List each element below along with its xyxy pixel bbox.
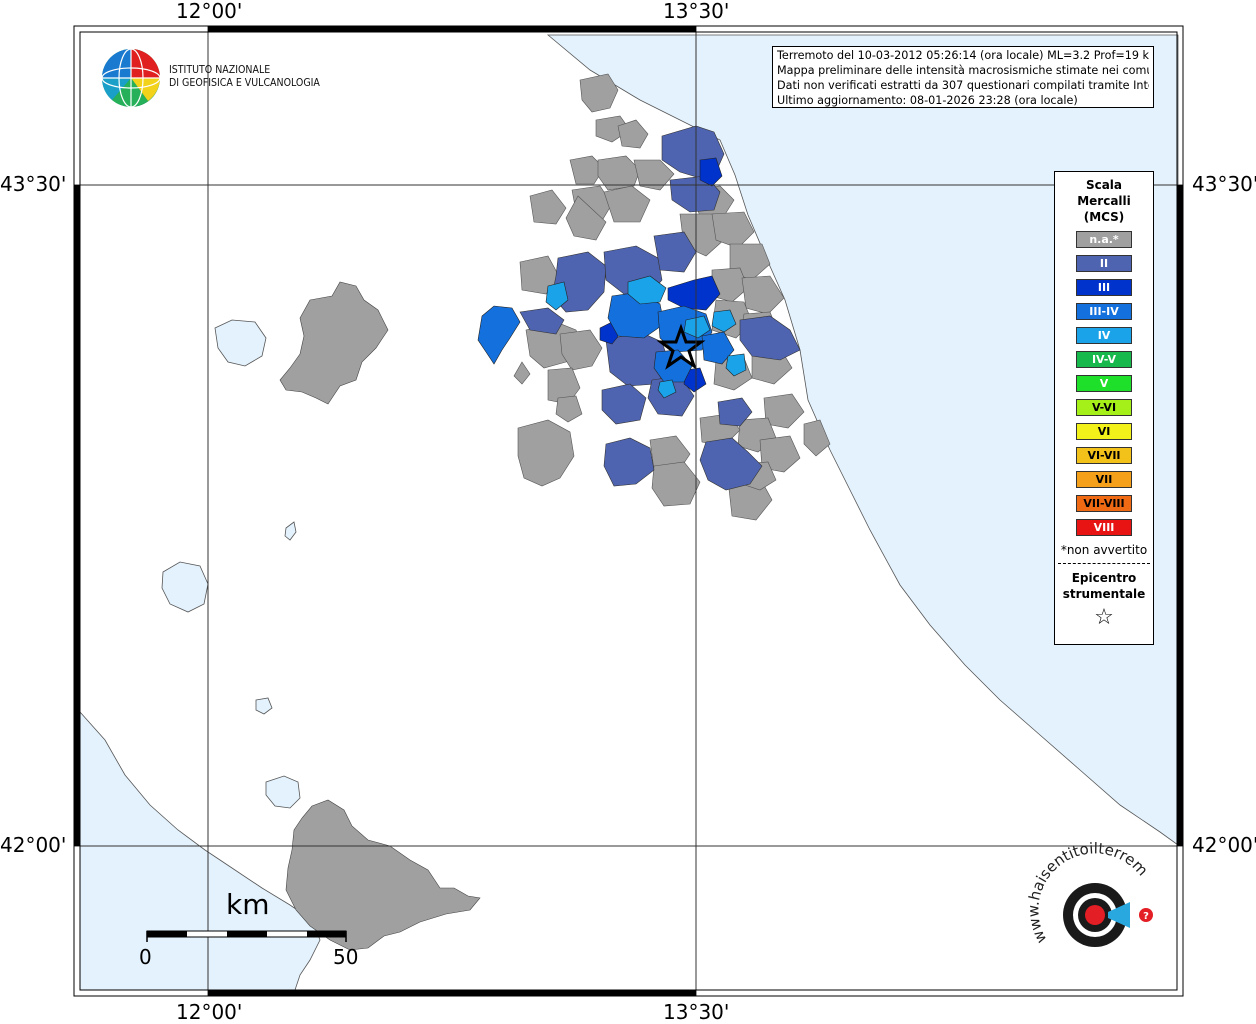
legend-title-line-2: Mercalli: [1077, 194, 1131, 208]
municipalities-iii: [599, 157, 723, 393]
scale-min-label: 0: [139, 945, 152, 969]
legend-swatch-8: VI: [1076, 423, 1132, 440]
legend-swatch-6: V: [1076, 375, 1132, 392]
legend-epicenter-line-1: Epicentro: [1071, 571, 1137, 585]
region-rome-na: [285, 799, 481, 951]
lat-right-label-2: 42°00': [1192, 833, 1256, 857]
legend-swatch-9: VI-VII: [1076, 447, 1132, 464]
lat-left-label-1: 43°30': [0, 172, 67, 196]
lake-small: [255, 697, 273, 715]
lat-right-label-1: 43°30': [1192, 172, 1256, 196]
map-frame: [73, 25, 1184, 997]
legend-note: *non avvertito: [1060, 543, 1148, 557]
scale-bar: [146, 930, 347, 942]
event-info-line-1: Terremoto del 10-03-2012 05:26:14 (ora l…: [777, 49, 1149, 62]
legend-title: Scala Mercalli (MCS): [1055, 177, 1153, 225]
legend-swatch-2: III: [1076, 279, 1132, 296]
svg-text:?: ?: [1143, 911, 1149, 922]
lon-bottom-label-2: 13°30': [663, 1000, 730, 1024]
scale-unit-label: km: [226, 888, 270, 921]
scale-max-label: 50: [333, 945, 359, 969]
lake-trasimeno: [214, 319, 267, 367]
lake-piediluco: [284, 521, 297, 541]
event-info-line-4: Ultimo aggiornamento: 08-01-2026 23:28 (…: [777, 94, 1078, 107]
legend-swatch-1: II: [1076, 255, 1132, 272]
ingv-logo-text: ISTITUTO NAZIONALE DI GEOFISICA E VULCAN…: [169, 64, 320, 90]
legend-swatch-7: V-VI: [1076, 399, 1132, 416]
event-info-line-3: Dati non verificati estratti da 307 ques…: [777, 79, 1149, 92]
lake-bolsena: [161, 561, 209, 613]
graticule: [74, 26, 1183, 996]
mcs-legend: Scala Mercalli (MCS) n.a.* II III III-IV IV I…: [1054, 171, 1154, 645]
adriatic-sea: [546, 34, 1179, 846]
lon-top-label-1: 12°00': [176, 0, 243, 23]
legend-separator: [1058, 563, 1150, 564]
legend-title-line-1: Scala: [1085, 178, 1123, 192]
legend-swatch-10: VII: [1076, 471, 1132, 488]
ingv-logo-icon: [101, 48, 161, 108]
region-perugia-na: [279, 281, 389, 405]
legend-swatches: n.a.* II III III-IV IV IV-V V V-VI VI VI-VII VII VI…: [1055, 231, 1153, 536]
lat-left-label-2: 42°00': [0, 833, 67, 857]
legend-swatch-11: VII-VIII: [1076, 495, 1132, 512]
legend-epicenter-label: Epicentro strumentale: [1055, 570, 1153, 602]
legend-swatch-12: VIII: [1076, 519, 1132, 536]
legend-swatch-3: III-IV: [1076, 303, 1132, 320]
municipalities-iv: [545, 275, 747, 399]
lon-bottom-label-1: 12°00': [176, 1000, 243, 1024]
event-info-box: Terremoto del 10-03-2012 05:26:14 (ora l…: [772, 46, 1154, 108]
legend-epicenter-line-2: strumentale: [1062, 587, 1146, 601]
legend-star-icon: ☆: [1094, 605, 1114, 630]
legend-swatch-0: n.a.*: [1076, 231, 1132, 248]
legend-swatch-5: IV-V: [1076, 351, 1132, 368]
ingv-line-2: DI GEOFISICA E VULCANOLOGIA: [169, 77, 320, 89]
tyrrhenian-sea: [79, 710, 321, 991]
municipalities-na: [513, 73, 831, 521]
legend-swatch-4: IV: [1076, 327, 1132, 344]
legend-title-line-3: (MCS): [1083, 210, 1125, 224]
ingv-line-1: ISTITUTO NAZIONALE: [169, 64, 271, 76]
event-info-line-2: Mappa preliminare delle intensità macros…: [777, 64, 1149, 77]
lon-top-label-2: 13°30': [663, 0, 730, 23]
lake-bracciano: [265, 775, 301, 809]
